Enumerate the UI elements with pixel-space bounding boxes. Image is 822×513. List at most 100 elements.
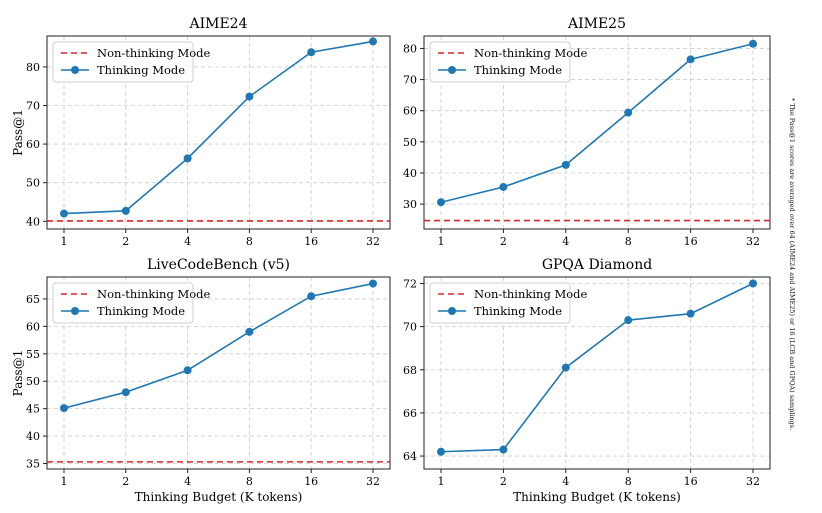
x-tick-label: 4 <box>184 475 191 488</box>
thinking-point <box>60 404 68 413</box>
y-axis-label: Pass@1 <box>11 109 25 156</box>
x-tick-label: 16 <box>684 235 698 248</box>
thinking-point <box>183 154 192 163</box>
plot-frame <box>423 35 771 230</box>
thinking-point <box>686 309 695 318</box>
x-tick-label: 2 <box>500 235 507 248</box>
y-tick-label: 40 <box>26 430 40 443</box>
x-tick-label: 16 <box>304 235 318 248</box>
x-tick-label: 1 <box>438 235 445 248</box>
legend-label-thinking: Thinking Mode <box>97 63 185 77</box>
x-tick-label: 32 <box>746 235 760 248</box>
footnote-text: * The Pass@1 scores are averaged over 64… <box>788 98 796 431</box>
y-tick-label: 60 <box>26 138 40 151</box>
thinking-line <box>440 282 754 453</box>
y-tick-label: 40 <box>26 215 40 228</box>
legend-label-non-thinking: Non-thinking Mode <box>97 46 211 60</box>
y-tick-label: 50 <box>403 136 417 149</box>
thinking-point <box>245 92 254 101</box>
y-tick-label: 70 <box>403 321 417 334</box>
legend-label-thinking: Thinking Mode <box>474 304 562 318</box>
thinking-point <box>369 37 377 46</box>
y-tick-label: 70 <box>403 74 417 87</box>
x-tick-label: 1 <box>438 475 445 488</box>
thinking-point <box>499 182 508 191</box>
thinking-point <box>437 447 445 456</box>
y-tick-label: 50 <box>26 177 40 190</box>
thinking-point <box>749 279 757 288</box>
chart-panel-2: 1 2 4 8 16 32 30 40 50 60 70 80 AIME25 Non-thinking M… <box>403 16 771 248</box>
x-tick-label: 1 <box>61 475 68 488</box>
thinking-point <box>307 292 316 301</box>
legend-box <box>429 282 571 324</box>
legend-marker-thinking <box>71 66 79 74</box>
thinking-line <box>440 43 754 204</box>
thinking-point <box>437 198 445 207</box>
y-tick-label: 80 <box>26 61 40 74</box>
y-tick-label: 66 <box>403 407 417 420</box>
thinking-point <box>121 388 130 397</box>
x-tick-label: 2 <box>122 235 129 248</box>
x-tick-label: 32 <box>366 475 380 488</box>
chart-title: AIME25 <box>567 16 626 32</box>
legend-marker-thinking <box>448 307 456 315</box>
thinking-point <box>183 366 192 375</box>
y-tick-label: 65 <box>26 293 40 306</box>
chart-title: GPQA Diamond <box>542 257 652 273</box>
x-tick-label: 1 <box>61 235 68 248</box>
thinking-point <box>121 206 130 215</box>
x-tick-label: 16 <box>684 475 698 488</box>
chart-title: AIME24 <box>188 16 247 32</box>
legend-box <box>52 41 194 83</box>
x-tick-label: 8 <box>246 235 253 248</box>
thinking-point <box>749 39 757 48</box>
x-axis-label: Thinking Budget (K tokens) <box>135 490 303 504</box>
legend-label-thinking: Thinking Mode <box>474 63 562 77</box>
x-tick-label: 16 <box>304 475 318 488</box>
x-tick-label: 2 <box>122 475 129 488</box>
thinking-point <box>686 55 695 64</box>
thinking-point <box>499 445 508 454</box>
plot-frame <box>423 276 771 470</box>
x-tick-label: 32 <box>366 235 380 248</box>
plot-data <box>47 37 390 222</box>
plot-data <box>437 279 757 456</box>
y-tick-label: 80 <box>403 42 417 55</box>
legend-label-thinking: Thinking Mode <box>97 304 185 318</box>
x-tick-label: 32 <box>746 475 760 488</box>
thinking-line <box>63 40 374 215</box>
x-tick-label: 8 <box>625 475 632 488</box>
legend-marker-thinking <box>448 66 456 74</box>
thinking-point <box>561 160 570 169</box>
chart-panel-3: 1 2 4 8 16 32 35 40 45 50 55 60 65 LiveCodeBench (v5)… <box>11 257 391 504</box>
x-tick-label: 4 <box>562 475 569 488</box>
y-tick-label: 60 <box>403 105 417 118</box>
x-tick-label: 2 <box>500 475 507 488</box>
legend-box <box>429 41 571 83</box>
legend-marker-thinking <box>71 307 79 315</box>
legend-label-non-thinking: Non-thinking Mode <box>474 46 588 60</box>
footnote: * The Pass@1 scores are averaged over 64… <box>788 98 808 430</box>
thinking-point <box>561 363 570 372</box>
thinking-point <box>369 279 377 288</box>
thinking-point <box>60 209 68 218</box>
y-tick-label: 35 <box>26 458 40 471</box>
y-tick-label: 68 <box>403 364 417 377</box>
thinking-point <box>624 108 633 117</box>
x-axis-label: Thinking Budget (K tokens) <box>513 490 681 504</box>
x-tick-label: 4 <box>184 235 191 248</box>
x-tick-label: 8 <box>246 475 253 488</box>
thinking-line <box>63 282 374 409</box>
x-tick-label: 4 <box>562 235 569 248</box>
chart-panel-4: 1 2 4 8 16 32 64 66 68 70 72 GPQA Diamond Thinking B… <box>403 257 771 504</box>
legend-label-non-thinking: Non-thinking Mode <box>97 287 211 301</box>
y-tick-label: 70 <box>26 99 40 112</box>
y-tick-label: 60 <box>26 320 40 333</box>
chart-title: LiveCodeBench (v5) <box>147 257 290 273</box>
y-tick-label: 55 <box>26 348 40 361</box>
x-tick-label: 8 <box>625 235 632 248</box>
plot-frame <box>46 276 391 470</box>
y-tick-label: 72 <box>403 277 417 290</box>
y-tick-label: 50 <box>26 375 40 388</box>
